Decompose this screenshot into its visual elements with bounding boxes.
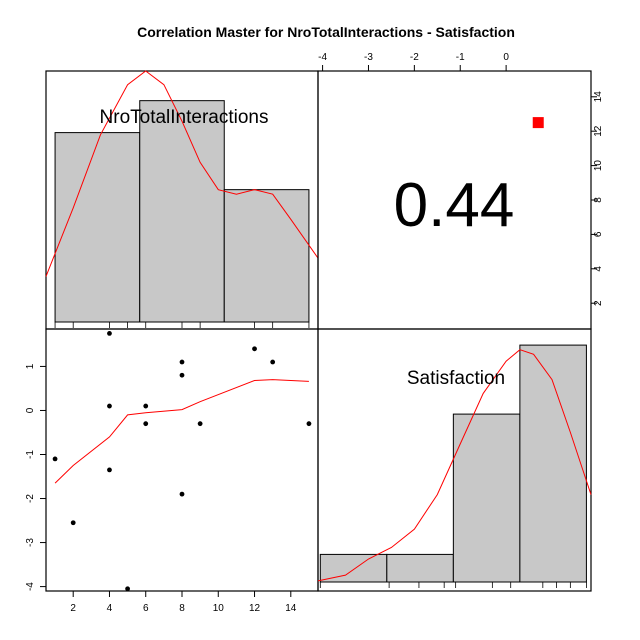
- panel-lower-left: 2 4 6 8 10 12 14 -4 -3 -2 -1 0 1: [25, 328, 319, 614]
- scatter-point-3: [107, 403, 112, 409]
- lower-x-tick-label: 2: [70, 603, 76, 614]
- upper-x-tick-label: -4: [318, 52, 327, 63]
- hist2-bar-3: [519, 344, 587, 583]
- upper-y-tick-label: 4: [593, 266, 604, 272]
- hist1-bar-0: [54, 132, 141, 323]
- scatter-point-14: [306, 421, 312, 427]
- lower-x-tick-label: 12: [249, 603, 261, 614]
- scatter-point-10: [179, 491, 185, 497]
- lower-y-tick-label: -3: [25, 538, 36, 547]
- chart-title: Correlation Master for NroTotalInteracti…: [137, 24, 515, 40]
- panel-upper-right: -4 -3 -2 -1 0 2 4 6 8 10 12 14 0.44: [317, 52, 604, 330]
- hist2-density-curve: [317, 349, 592, 582]
- scatter-point-11: [197, 421, 203, 427]
- lower-x-tick-label: 8: [179, 603, 185, 614]
- var-label-satisfaction: Satisfaction: [407, 368, 505, 389]
- lower-y-tick-label: -2: [25, 494, 36, 503]
- scatter-point-0: [52, 456, 58, 462]
- upper-y-tick-label: 8: [593, 197, 604, 203]
- upper-y-tick-label: 14: [593, 91, 604, 103]
- hist2-bar-2: [452, 413, 521, 583]
- upper-y-tick-label: 6: [593, 231, 604, 237]
- lower-x-tick-label: 14: [285, 603, 297, 614]
- hist2-bar-0: [319, 553, 388, 583]
- hist1-bar-2: [223, 189, 310, 323]
- hist2-bar-1: [386, 553, 454, 583]
- var-label-nrototalinteractions: NroTotalInteractions: [100, 107, 269, 128]
- lower-x-tick-label: 4: [107, 603, 113, 614]
- scatter-point-9: [179, 372, 185, 378]
- lower-x-tick-label: 10: [213, 603, 225, 614]
- lower-y-tick-label: 0: [25, 407, 36, 413]
- upper-x-tick-label: -3: [364, 52, 373, 63]
- significance-marker: [532, 117, 544, 129]
- correlation-value: 0.44: [394, 171, 515, 240]
- upper-x-tick-label: -1: [456, 52, 465, 63]
- panel-lower-right: Satisfaction: [317, 328, 592, 592]
- scatter-point-5: [125, 586, 130, 592]
- lower-x-tick-label: 6: [143, 603, 149, 614]
- lower-y-tick-label: -4: [25, 582, 36, 591]
- scatter-point-2: [107, 331, 112, 336]
- scatter-point-13: [270, 359, 276, 365]
- upper-y-tick-label: 2: [593, 300, 604, 306]
- scatter-point-1: [70, 520, 76, 526]
- lower-y-tick-label: 1: [25, 363, 36, 369]
- upper-y-tick-label: 12: [593, 125, 604, 137]
- scatter-point-4: [107, 467, 112, 473]
- scatter-point-12: [252, 346, 257, 352]
- scatter-point-6: [143, 403, 149, 409]
- hist1-bar-1: [139, 100, 225, 323]
- hist1-density-curve: [45, 70, 319, 277]
- panel-upper-left: NroTotalInteractions: [45, 70, 319, 330]
- scatter-point-7: [143, 421, 149, 427]
- upper-x-tick-label: 0: [503, 52, 509, 63]
- upper-y-tick-label: 10: [593, 160, 604, 172]
- lower-y-tick-label: -1: [25, 450, 36, 459]
- scatter-smooth-line: [54, 379, 309, 484]
- upper-x-tick-label: -2: [410, 52, 419, 63]
- scatter-point-8: [179, 359, 185, 365]
